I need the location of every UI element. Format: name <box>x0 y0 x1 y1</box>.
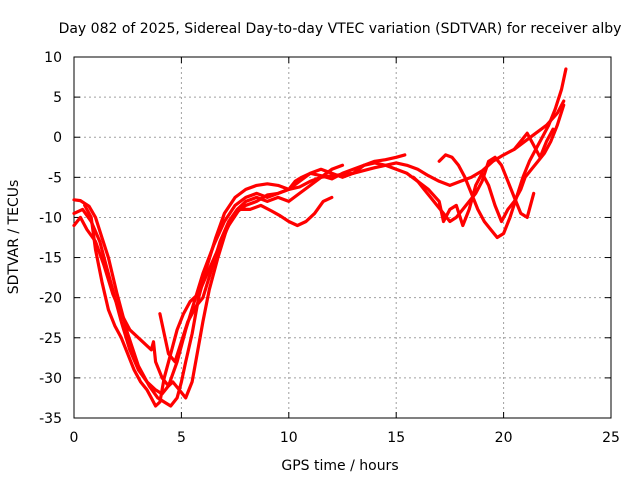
y-axis-label: SDTVAR / TECUs <box>6 180 22 295</box>
chart-title: Day 082 of 2025, Sidereal Day-to-day VTE… <box>59 21 622 37</box>
y-tick-label: 0 <box>53 130 62 146</box>
x-tick-label: 20 <box>495 430 513 446</box>
y-tick-label: -10 <box>39 210 62 226</box>
y-tick-label: -30 <box>39 371 62 387</box>
series-layer <box>72 67 568 408</box>
y-tick-label: -20 <box>39 291 62 307</box>
series-line-5 <box>158 163 345 364</box>
y-tick-label: -5 <box>48 170 62 186</box>
series-line-7 <box>437 67 568 240</box>
series-line-1 <box>72 99 566 408</box>
x-tick-label: 25 <box>602 430 620 446</box>
grid-layer <box>74 57 611 418</box>
x-tick-label: 0 <box>70 430 79 446</box>
x-tick-label: 10 <box>280 430 298 446</box>
y-tick-label: -15 <box>39 251 62 267</box>
y-tick-label: 5 <box>53 90 62 106</box>
y-tick-label: -25 <box>39 331 62 347</box>
y-tick-label: -35 <box>39 411 62 427</box>
x-tick-label: 15 <box>387 430 405 446</box>
series-line-8 <box>512 127 555 159</box>
x-tick-label: 5 <box>177 430 186 446</box>
series-line-2 <box>72 153 407 400</box>
series-line-3 <box>72 103 566 388</box>
x-axis-label: GPS time / hours <box>281 458 398 474</box>
y-tick-label: 10 <box>44 50 62 66</box>
series-line-4 <box>83 195 334 408</box>
tick-layer: 0 5 10 15 20 25 10 5 0 -5 -10 -15 -20 -25 -30 -35 <box>39 50 620 446</box>
plot-frame <box>73 56 612 419</box>
